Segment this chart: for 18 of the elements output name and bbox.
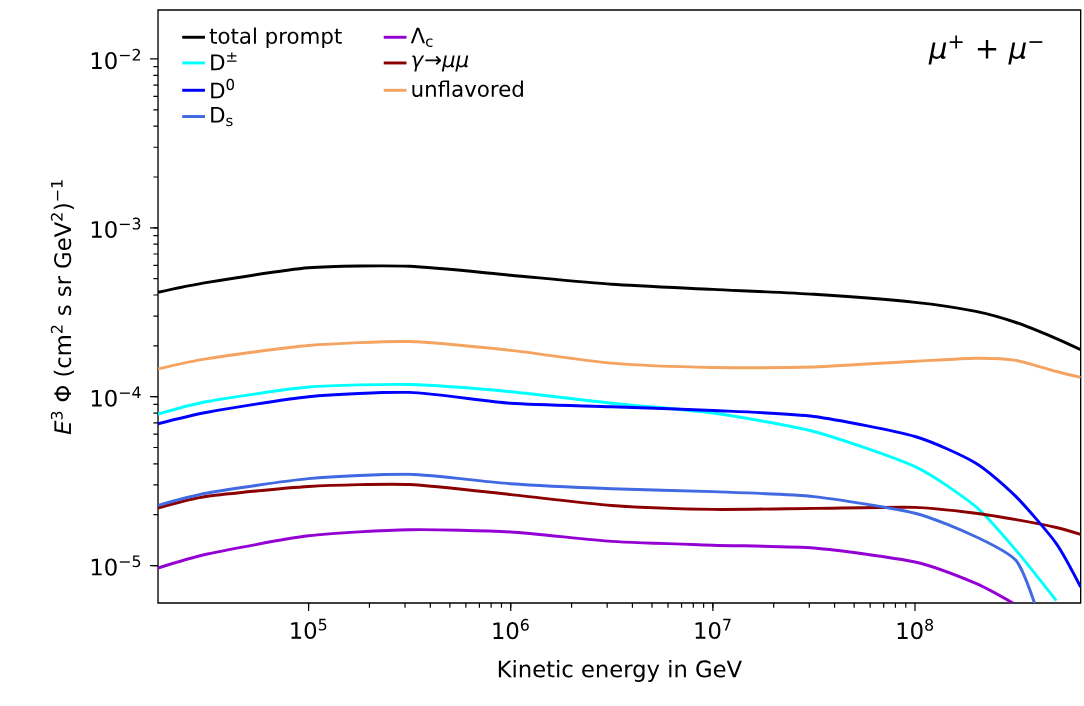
x-axis-title: Kinetic energy in GeV [498,659,742,682]
x-tick-label: 10$^{6}$ [493,618,529,640]
legend-label: D$_{s}$ [211,107,233,127]
x-tick-label: 10$^{7}$ [695,618,731,640]
legend-label: total prompt [209,27,342,49]
legend-label: Λ$_{c}$ [410,27,433,48]
legend-label: D$^{±}$ [211,52,237,71]
y-tick-label: 10$^{−5}$ [91,555,141,576]
y-axis-title: E$^{3}$ Φ (cm$^{2}$ s sr GeV$^{2}$)$^{−1}$ [50,180,74,435]
x-tick-label: 10$^{5}$ [291,618,327,640]
annotation: μ$^{+}$ + μ$^{−}$ [928,35,1043,65]
legend-label: γ→μμ [412,55,469,72]
x-tick-label: 10$^{8}$ [897,618,934,640]
y-tick-label: 10$^{−3}$ [91,217,141,239]
legend-label: unflavored [412,80,523,97]
legend-label: D$^{0}$ [211,78,235,99]
y-tick-label: 10$^{−4}$ [91,386,141,407]
y-tick-label: 10$^{−2}$ [91,48,140,70]
